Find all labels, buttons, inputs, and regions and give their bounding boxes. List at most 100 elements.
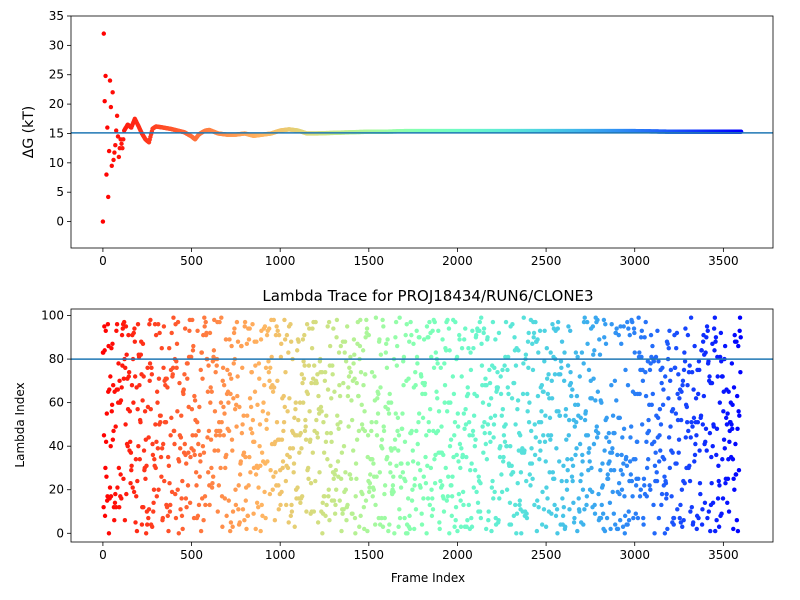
lambda-point [403,332,408,338]
lambda-point [496,330,502,336]
lambda-point [528,483,533,488]
lambda-point [464,454,469,460]
lambda-point [304,322,310,327]
lambda-point [597,352,603,357]
lambda-point [697,448,702,453]
lambda-point [397,515,403,521]
lambda-point [237,472,243,477]
lambda-point [592,502,597,508]
lambda-point [527,472,532,477]
lambda-point [477,509,483,514]
lambda-point [526,420,532,425]
lambda-point [568,380,574,386]
lambda-point [672,365,678,370]
lambda-point [414,428,419,434]
lambda-point [711,424,716,429]
lambda-point [439,424,444,429]
lambda-point [181,391,186,397]
lambda-point [486,509,491,514]
x-tick-label: 2500 [531,254,562,268]
lambda-point [394,363,400,368]
lambda-point [592,511,598,516]
lambda-point [582,417,588,423]
lambda-point [152,457,157,462]
lambda-point [438,478,443,484]
lambda-point [317,470,322,475]
lambda-point [270,487,275,492]
delta-g-point [101,31,106,36]
lambda-point [464,524,469,529]
lambda-point [406,376,411,381]
lambda-point [292,415,297,421]
lambda-point [328,463,333,468]
lambda-point [473,437,478,442]
lambda-point [719,359,724,364]
lambda-point [284,502,289,508]
lambda-point [407,513,412,519]
lambda-point [149,372,155,377]
lambda-point [400,470,406,475]
lambda-point [240,507,246,512]
lambda-point [561,378,567,384]
lambda-point [368,472,373,477]
lambda-point [332,472,337,477]
lambda-point [676,372,681,377]
lambda-point [636,476,641,482]
lambda-point [451,391,457,397]
lambda-point [217,433,223,438]
lambda-point [479,363,485,368]
lambda-point [118,472,123,477]
lambda-point [115,387,121,392]
lambda-point [166,528,171,534]
lambda-point [423,454,428,460]
lambda-point [460,452,465,458]
lambda-point [727,439,732,445]
lambda-point [362,409,367,414]
lambda-point [332,511,338,516]
lambda-point [488,439,493,445]
lambda-point [535,393,541,399]
lambda-point [124,352,129,357]
lambda-point [469,524,475,529]
lambda-point [466,345,471,351]
lambda-point [695,391,701,397]
lambda-point [104,474,109,479]
lambda-point [114,328,119,333]
y-tick-label: 100 [41,309,64,323]
lambda-point [364,317,369,323]
lambda-point [354,380,359,386]
lambda-point [584,502,589,508]
lambda-point [326,494,331,499]
lambda-point [120,326,125,331]
lambda-point [563,524,568,529]
y-tick-label: 20 [49,97,64,111]
lambda-point [547,470,552,475]
lambda-point [498,443,503,449]
lambda-point [339,528,344,534]
x-tick-label: 1000 [265,254,296,268]
lambda-point [475,500,481,506]
lambda-point [552,476,557,482]
lambda-point [689,504,695,510]
lambda-point [646,428,652,434]
lambda-point [674,330,680,336]
lambda-point [592,348,597,353]
lambda-point [636,315,641,320]
lambda-point [480,400,486,405]
delta-g-panel: 0 500 1000 1500 2000 2500 3000 3500 0 5 10 15 20 25 3… [21,9,774,268]
lambda-point [218,428,223,434]
lambda-point [490,478,495,484]
lambda-point [707,374,712,379]
lambda-point [121,319,127,325]
lambda-point [696,359,702,364]
lambda-point [513,363,519,368]
lambda-point [363,335,368,340]
lambda-point [434,389,439,394]
lambda-point [679,487,685,492]
lambda-point [674,345,679,351]
lambda-point [585,341,590,347]
lambda-point [271,474,276,479]
lambda-point [685,420,690,425]
lambda-point [670,450,675,455]
lambda-point [230,509,236,514]
